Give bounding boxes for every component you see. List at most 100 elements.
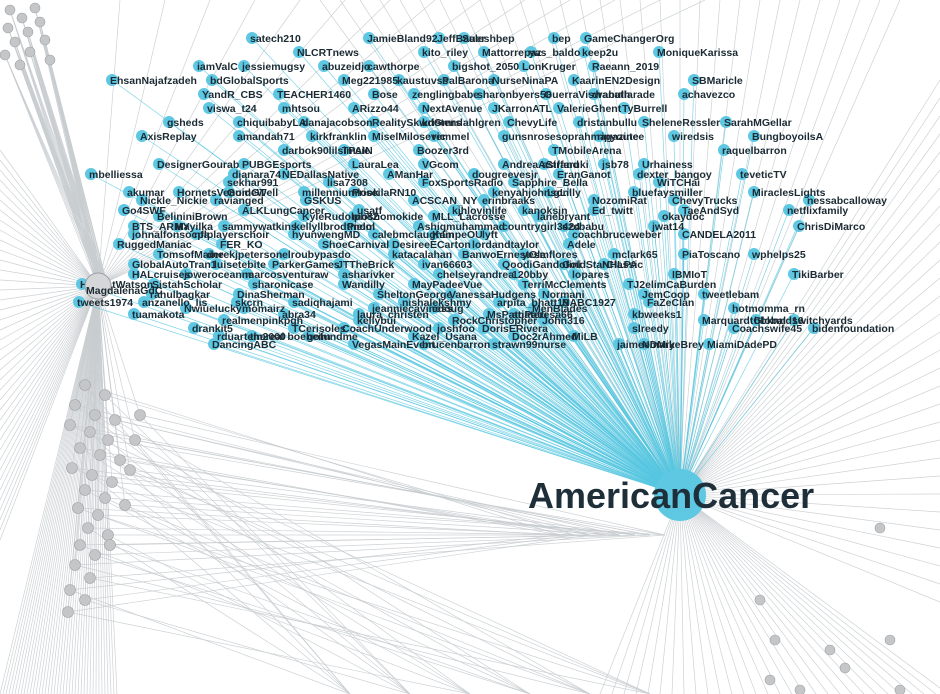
- graph-node[interactable]: [153, 210, 165, 222]
- graph-node[interactable]: [653, 46, 665, 58]
- graph-node[interactable]: [720, 116, 732, 128]
- graph-node[interactable]: [333, 258, 345, 270]
- graph-node[interactable]: [398, 296, 410, 308]
- graph-node[interactable]: [428, 302, 440, 314]
- graph-node[interactable]: [698, 314, 710, 326]
- graph-node[interactable]: [136, 130, 148, 142]
- graph-node[interactable]: [368, 228, 380, 240]
- graph-node[interactable]: [113, 238, 125, 250]
- graph-node[interactable]: [598, 158, 610, 170]
- graph-node[interactable]: [488, 74, 500, 86]
- graph-node[interactable]: [633, 168, 645, 180]
- graph-node[interactable]: [748, 130, 760, 142]
- graph-node[interactable]: [418, 116, 430, 128]
- graph-node[interactable]: [548, 32, 560, 44]
- graph-node[interactable]: [408, 194, 420, 206]
- graph-node[interactable]: [478, 46, 490, 58]
- graph-node[interactable]: [118, 204, 130, 216]
- graph-node[interactable]: [638, 116, 650, 128]
- graph-node[interactable]: [498, 158, 510, 170]
- graph-node[interactable]: [750, 314, 762, 326]
- graph-node[interactable]: [206, 74, 218, 86]
- graph-node[interactable]: [246, 330, 258, 342]
- graph-node[interactable]: [788, 268, 800, 280]
- graph-node[interactable]: [525, 46, 537, 58]
- graph-node[interactable]: [418, 338, 430, 350]
- graph-node[interactable]: [498, 220, 510, 232]
- graph-node[interactable]: [233, 116, 245, 128]
- graph-node[interactable]: [278, 102, 290, 114]
- graph-node[interactable]: [473, 88, 485, 100]
- graph-node[interactable]: [303, 330, 315, 342]
- graph-node[interactable]: [533, 210, 545, 222]
- graph-node[interactable]: [348, 338, 360, 350]
- graph-node[interactable]: [448, 314, 460, 326]
- graph-node[interactable]: [163, 116, 175, 128]
- graph-node[interactable]: [568, 228, 580, 240]
- graph-node[interactable]: [618, 102, 630, 114]
- graph-node[interactable]: [568, 268, 580, 280]
- graph-node[interactable]: [688, 74, 700, 86]
- graph-node[interactable]: [498, 130, 510, 142]
- graph-node[interactable]: [393, 74, 405, 86]
- graph-node[interactable]: [153, 158, 165, 170]
- graph-node[interactable]: [418, 158, 430, 170]
- graph-node[interactable]: [348, 102, 360, 114]
- graph-node[interactable]: [293, 46, 305, 58]
- graph-node[interactable]: [553, 168, 565, 180]
- graph-node[interactable]: [148, 278, 160, 290]
- graph-node[interactable]: [628, 186, 640, 198]
- graph-node[interactable]: [588, 194, 600, 206]
- graph-node[interactable]: [808, 322, 820, 334]
- graph-node[interactable]: [508, 330, 520, 342]
- graph-node[interactable]: [203, 102, 215, 114]
- graph-node[interactable]: [548, 144, 560, 156]
- graph-node[interactable]: [383, 168, 395, 180]
- graph-node[interactable]: [613, 338, 625, 350]
- graph-node[interactable]: [173, 186, 185, 198]
- graph-node[interactable]: [728, 302, 740, 314]
- graph-node[interactable]: [668, 130, 680, 142]
- graph-node[interactable]: [136, 194, 148, 206]
- graph-node[interactable]: [418, 258, 430, 270]
- graph-node[interactable]: [73, 296, 85, 308]
- graph-node[interactable]: [338, 144, 350, 156]
- graph-node[interactable]: [190, 228, 202, 240]
- graph-node[interactable]: [388, 248, 400, 260]
- graph-node[interactable]: [568, 330, 580, 342]
- graph-node[interactable]: [623, 278, 635, 290]
- graph-node[interactable]: [678, 228, 690, 240]
- graph-node[interactable]: [538, 158, 550, 170]
- graph-node[interactable]: [643, 296, 655, 308]
- graph-node[interactable]: [448, 204, 460, 216]
- graph-node[interactable]: [678, 248, 690, 260]
- graph-node[interactable]: [736, 168, 748, 180]
- graph-node[interactable]: [278, 144, 290, 156]
- graph-node[interactable]: [678, 88, 690, 100]
- graph-node[interactable]: [668, 268, 680, 280]
- graph-node[interactable]: [210, 194, 222, 206]
- graph-node[interactable]: [488, 338, 500, 350]
- graph-node[interactable]: [210, 258, 222, 270]
- graph-node[interactable]: [223, 176, 235, 188]
- graph-node[interactable]: [698, 288, 710, 300]
- graph-node[interactable]: [180, 268, 192, 280]
- graph-node[interactable]: [146, 288, 158, 300]
- graph-node[interactable]: [171, 220, 183, 232]
- graph-node[interactable]: [598, 258, 610, 270]
- graph-node[interactable]: [318, 238, 330, 250]
- graph-node[interactable]: [363, 60, 375, 72]
- graph-node[interactable]: [458, 32, 470, 44]
- graph-node[interactable]: [638, 338, 650, 350]
- graph-node[interactable]: [478, 228, 490, 240]
- graph-node[interactable]: [428, 210, 440, 222]
- graph-node[interactable]: [138, 296, 150, 308]
- graph-node[interactable]: [368, 130, 380, 142]
- graph-node[interactable]: [558, 258, 570, 270]
- graph-node[interactable]: [233, 130, 245, 142]
- graph-node[interactable]: [128, 258, 140, 270]
- graph-node[interactable]: [300, 194, 312, 206]
- graph-node[interactable]: [558, 296, 570, 308]
- graph-node[interactable]: [788, 314, 800, 326]
- graph-node[interactable]: [278, 168, 290, 180]
